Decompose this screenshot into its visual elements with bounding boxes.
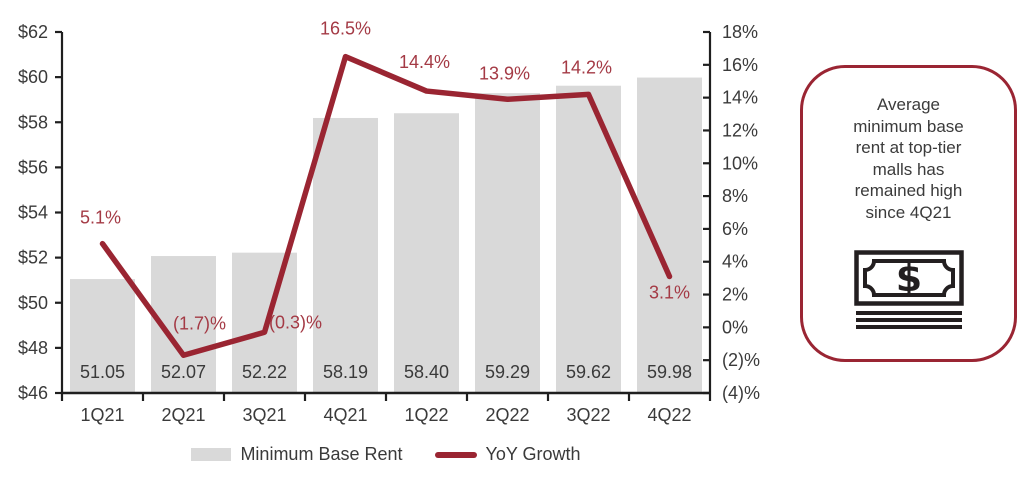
x-axis-label: 3Q21 <box>242 405 286 425</box>
legend-item-yoy-growth: YoY Growth <box>434 444 581 465</box>
bar-value-label: 52.07 <box>161 362 206 382</box>
callout-box: Average minimum base rent at top-tier ma… <box>800 65 1017 362</box>
bar-value-label: 52.22 <box>242 362 287 382</box>
callout-text-line: Average <box>876 95 940 114</box>
line-swatch-icon <box>434 451 477 458</box>
line-value-label: 14.4% <box>399 52 450 72</box>
bar-value-label: 51.05 <box>80 362 125 382</box>
bar-swatch-icon <box>191 448 232 461</box>
right-axis-tick-label: 8% <box>722 186 748 206</box>
line-value-label: (1.7)% <box>173 313 226 333</box>
callout-text-line: rent at top-tier <box>855 138 962 158</box>
right-axis-tick-label: 0% <box>722 317 748 337</box>
right-axis-tick-label: (2)% <box>722 350 760 370</box>
left-axis-tick-label: $56 <box>18 157 48 177</box>
left-axis-tick-label: $54 <box>18 203 48 223</box>
x-axis-label: 1Q22 <box>404 405 448 425</box>
bar-1Q22 <box>394 113 459 393</box>
line-value-label: 13.9% <box>479 63 530 83</box>
right-axis-tick-label: 4% <box>722 252 748 272</box>
bar-2Q22 <box>475 93 540 393</box>
line-value-label: (0.3)% <box>269 312 322 332</box>
right-axis-tick-label: 10% <box>722 153 758 173</box>
left-axis-tick-label: $60 <box>18 67 48 87</box>
bar-value-label: 59.62 <box>566 362 611 382</box>
x-axis-label: 4Q21 <box>323 405 367 425</box>
right-axis-tick-label: 12% <box>722 120 758 140</box>
x-axis-label: 2Q21 <box>161 405 205 425</box>
left-axis-tick-label: $50 <box>18 293 48 313</box>
left-axis-tick-label: $48 <box>18 338 48 358</box>
left-axis-tick-label: $62 <box>18 22 48 42</box>
line-value-label: 5.1% <box>80 208 121 228</box>
line-value-label: 16.5% <box>320 19 371 39</box>
left-axis-tick-label: $58 <box>18 112 48 132</box>
dollar-sign: $ <box>895 256 921 300</box>
x-axis-label: 2Q22 <box>485 405 529 425</box>
bar-value-label: 59.98 <box>647 362 692 382</box>
money-bill-stack-icon: $ <box>853 249 964 329</box>
legend-item-minimum-base-rent: Minimum Base Rent <box>191 444 403 465</box>
right-axis-tick-label: 2% <box>722 285 748 305</box>
chart-legend: Minimum Base Rent YoY Growth <box>0 444 772 465</box>
bill-inner-frame <box>862 258 955 297</box>
bar-3Q22 <box>556 85 621 393</box>
yoy-growth-line <box>99 53 673 359</box>
right-axis-tick-label: 18% <box>722 22 758 42</box>
left-axis-tick-label: $46 <box>18 383 48 403</box>
callout-text: Average minimum base rent at top-tier ma… <box>853 94 964 224</box>
bar-value-label: 58.40 <box>404 362 449 382</box>
right-axis-tick-label: 14% <box>722 88 758 108</box>
right-axis-tick-label: 16% <box>722 55 758 75</box>
callout-text-line: remained high <box>854 181 963 201</box>
x-axis-label: 4Q22 <box>647 405 691 425</box>
bar-4Q22 <box>637 77 702 394</box>
x-axis-label: 3Q22 <box>566 405 610 425</box>
callout-text-line: malls has <box>872 159 945 179</box>
bar-4Q21 <box>313 117 378 393</box>
minimum-base-rent-yoy-growth-chart: $62 $60 $58 $56 $54 $52 $50 $48 $46 18% 16% 14% 12% 1… <box>18 19 760 425</box>
line-value-label: 14.2% <box>561 57 612 77</box>
left-axis-tick-label: $52 <box>18 248 48 268</box>
right-axis-tick-label: 6% <box>722 219 748 239</box>
callout-text-line: minimum base <box>853 116 964 136</box>
bar-value-label: 59.29 <box>485 362 530 382</box>
x-axis-label: 1Q21 <box>80 405 124 425</box>
line-value-label: 3.1% <box>649 282 690 302</box>
legend-label-minimum-base-rent: Minimum Base Rent <box>240 444 403 464</box>
right-axis-tick-label: (4)% <box>722 383 760 403</box>
bar-1Q21 <box>70 279 135 393</box>
callout-text-line: since 4Q21 <box>865 202 952 222</box>
legend-label-yoy-growth: YoY Growth <box>485 444 581 464</box>
bar-value-label: 58.19 <box>323 362 368 382</box>
